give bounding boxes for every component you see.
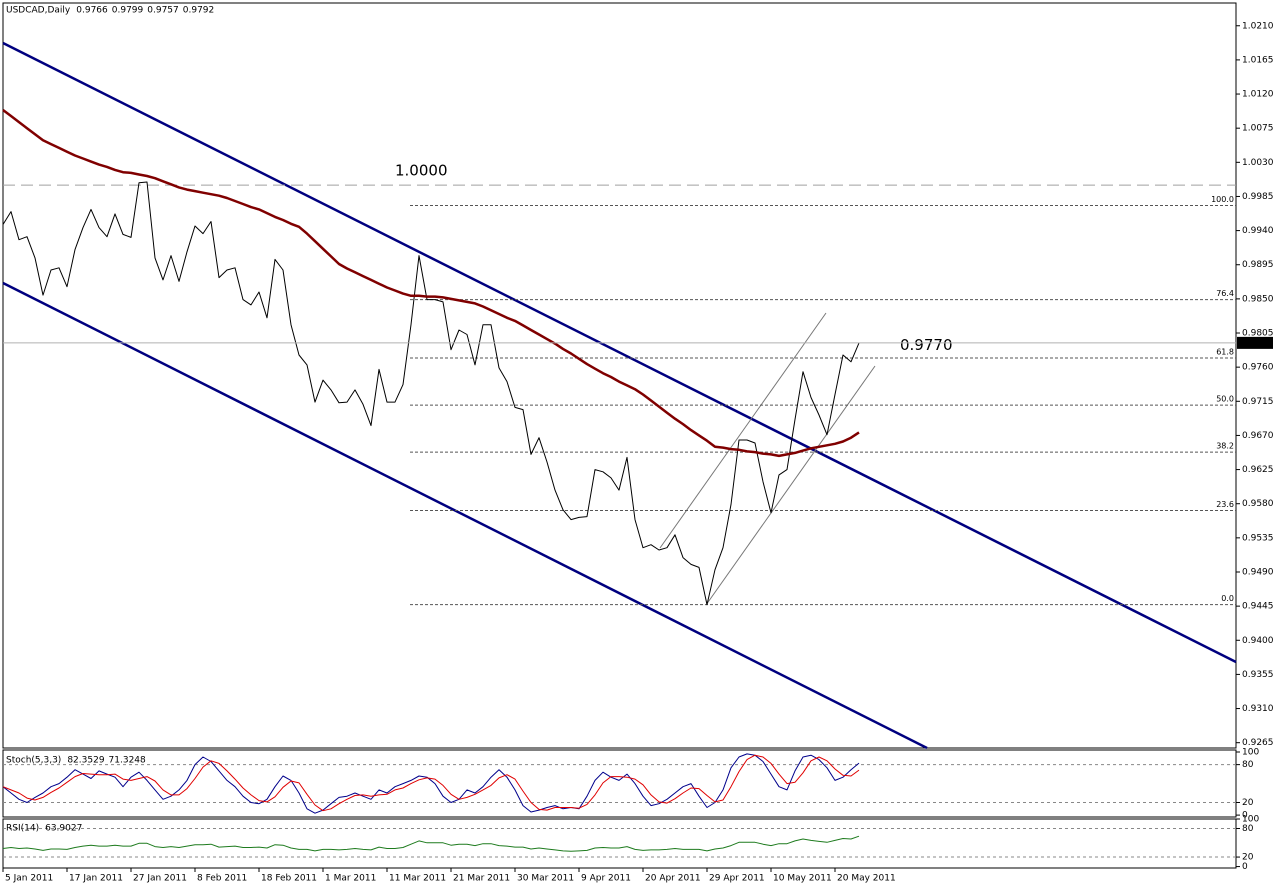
y-tick-label: 0.9805	[1242, 329, 1274, 339]
x-tick-label: 18 Feb 2011	[261, 874, 317, 884]
y-tick-label: 0.9985	[1242, 192, 1274, 202]
up-channel-lower	[705, 365, 876, 606]
y-tick-label: 100	[1242, 748, 1259, 758]
y-tick-label: 0.9310	[1242, 704, 1274, 714]
x-tick-label: 9 Apr 2011	[581, 874, 631, 884]
y-tick-label: 80	[1242, 760, 1254, 770]
x-tick-label: 20 Apr 2011	[645, 874, 701, 884]
level-label: 1.0000	[395, 162, 448, 180]
y-tick-label: 1.0210	[1242, 21, 1274, 31]
y-tick-label: 0	[1242, 811, 1248, 821]
channel-upper	[2, 41, 1237, 664]
x-tick-label: 30 Mar 2011	[517, 874, 574, 884]
header-value: 0.9757	[147, 6, 179, 16]
header-value: 63.9027	[45, 824, 82, 834]
y-tick-label: 0.9895	[1242, 260, 1274, 270]
series-line	[2, 754, 860, 812]
y-tick-label: 0.9760	[1242, 363, 1274, 373]
x-tick-label: 5 Jan 2011	[5, 874, 53, 884]
x-tick-label: 8 Feb 2011	[197, 874, 247, 884]
y-tick-label: 100	[1242, 815, 1259, 825]
header-value: 71.3248	[109, 756, 146, 766]
y-tick-label: 0.9625	[1242, 465, 1274, 475]
header-value: 0.9799	[112, 6, 144, 16]
y-tick-label: 20	[1242, 853, 1254, 863]
y-tick-label: 0.9850	[1242, 294, 1274, 304]
price-box	[1237, 336, 1273, 349]
fib-label: 0.0	[1221, 594, 1234, 603]
x-tick-label: 11 Mar 2011	[389, 874, 446, 884]
y-tick-label: 0.9535	[1242, 533, 1274, 543]
series-line	[2, 753, 860, 814]
x-tick-label: 29 Apr 2011	[709, 874, 765, 884]
fib-label: 100.0	[1211, 195, 1234, 204]
series-line	[2, 835, 860, 852]
header-value: 82.3529	[67, 756, 104, 766]
y-tick-label: 0.9580	[1242, 499, 1274, 509]
x-tick-label: 21 Mar 2011	[453, 874, 510, 884]
x-tick-label: 1 Mar 2011	[325, 874, 376, 884]
panel-title: USDCAD,Daily	[6, 6, 71, 16]
y-tick-label: 0.9940	[1242, 226, 1274, 236]
y-tick-label: 0.9715	[1242, 397, 1274, 407]
series-line	[2, 109, 860, 458]
fib-label: 76.4	[1216, 289, 1234, 298]
level-label: 0.9770	[900, 336, 953, 354]
panel-title: Stoch(5,3,3)	[6, 756, 61, 766]
header-value: 0.9792	[183, 6, 215, 16]
x-tick-label: 20 May 2011	[837, 874, 896, 884]
y-tick-label: 0.9400	[1242, 636, 1274, 646]
y-tick-label: 0	[1242, 862, 1248, 872]
channel-lower	[2, 281, 928, 750]
y-tick-label: 80	[1242, 824, 1254, 834]
stoch-panel	[2, 749, 1237, 818]
y-tick-label: 1.0165	[1242, 55, 1274, 65]
y-tick-label: 0.9670	[1242, 431, 1274, 441]
x-tick-label: 17 Jan 2011	[69, 874, 123, 884]
header-value: 0.9766	[76, 6, 108, 16]
y-tick-label: 0.9265	[1242, 738, 1274, 748]
fib-label: 61.8	[1216, 348, 1234, 357]
fib-label: 50.0	[1216, 395, 1234, 404]
main-panel	[2, 2, 1237, 749]
panel-title: RSI(14)	[6, 824, 39, 834]
up-channel-upper	[659, 312, 827, 549]
fib-label: 38.2	[1216, 442, 1234, 451]
y-tick-label: 1.0075	[1242, 124, 1274, 134]
y-tick-label: 20	[1242, 798, 1254, 808]
y-tick-label: 0.9490	[1242, 567, 1274, 577]
rsi-panel	[2, 818, 1237, 869]
series-line	[2, 181, 860, 606]
fib-label: 23.6	[1216, 500, 1234, 509]
price-box-label: 0.9792	[1240, 338, 1272, 348]
drawing-objects	[2, 41, 1237, 750]
y-tick-label: 0.9355	[1242, 670, 1274, 680]
x-tick-label: 27 Jan 2011	[133, 874, 187, 884]
y-tick-label: 1.0120	[1242, 90, 1274, 100]
y-tick-label: 1.0030	[1242, 158, 1274, 168]
y-tick-label: 0.9445	[1242, 602, 1274, 612]
x-tick-label: 10 May 2011	[773, 874, 832, 884]
